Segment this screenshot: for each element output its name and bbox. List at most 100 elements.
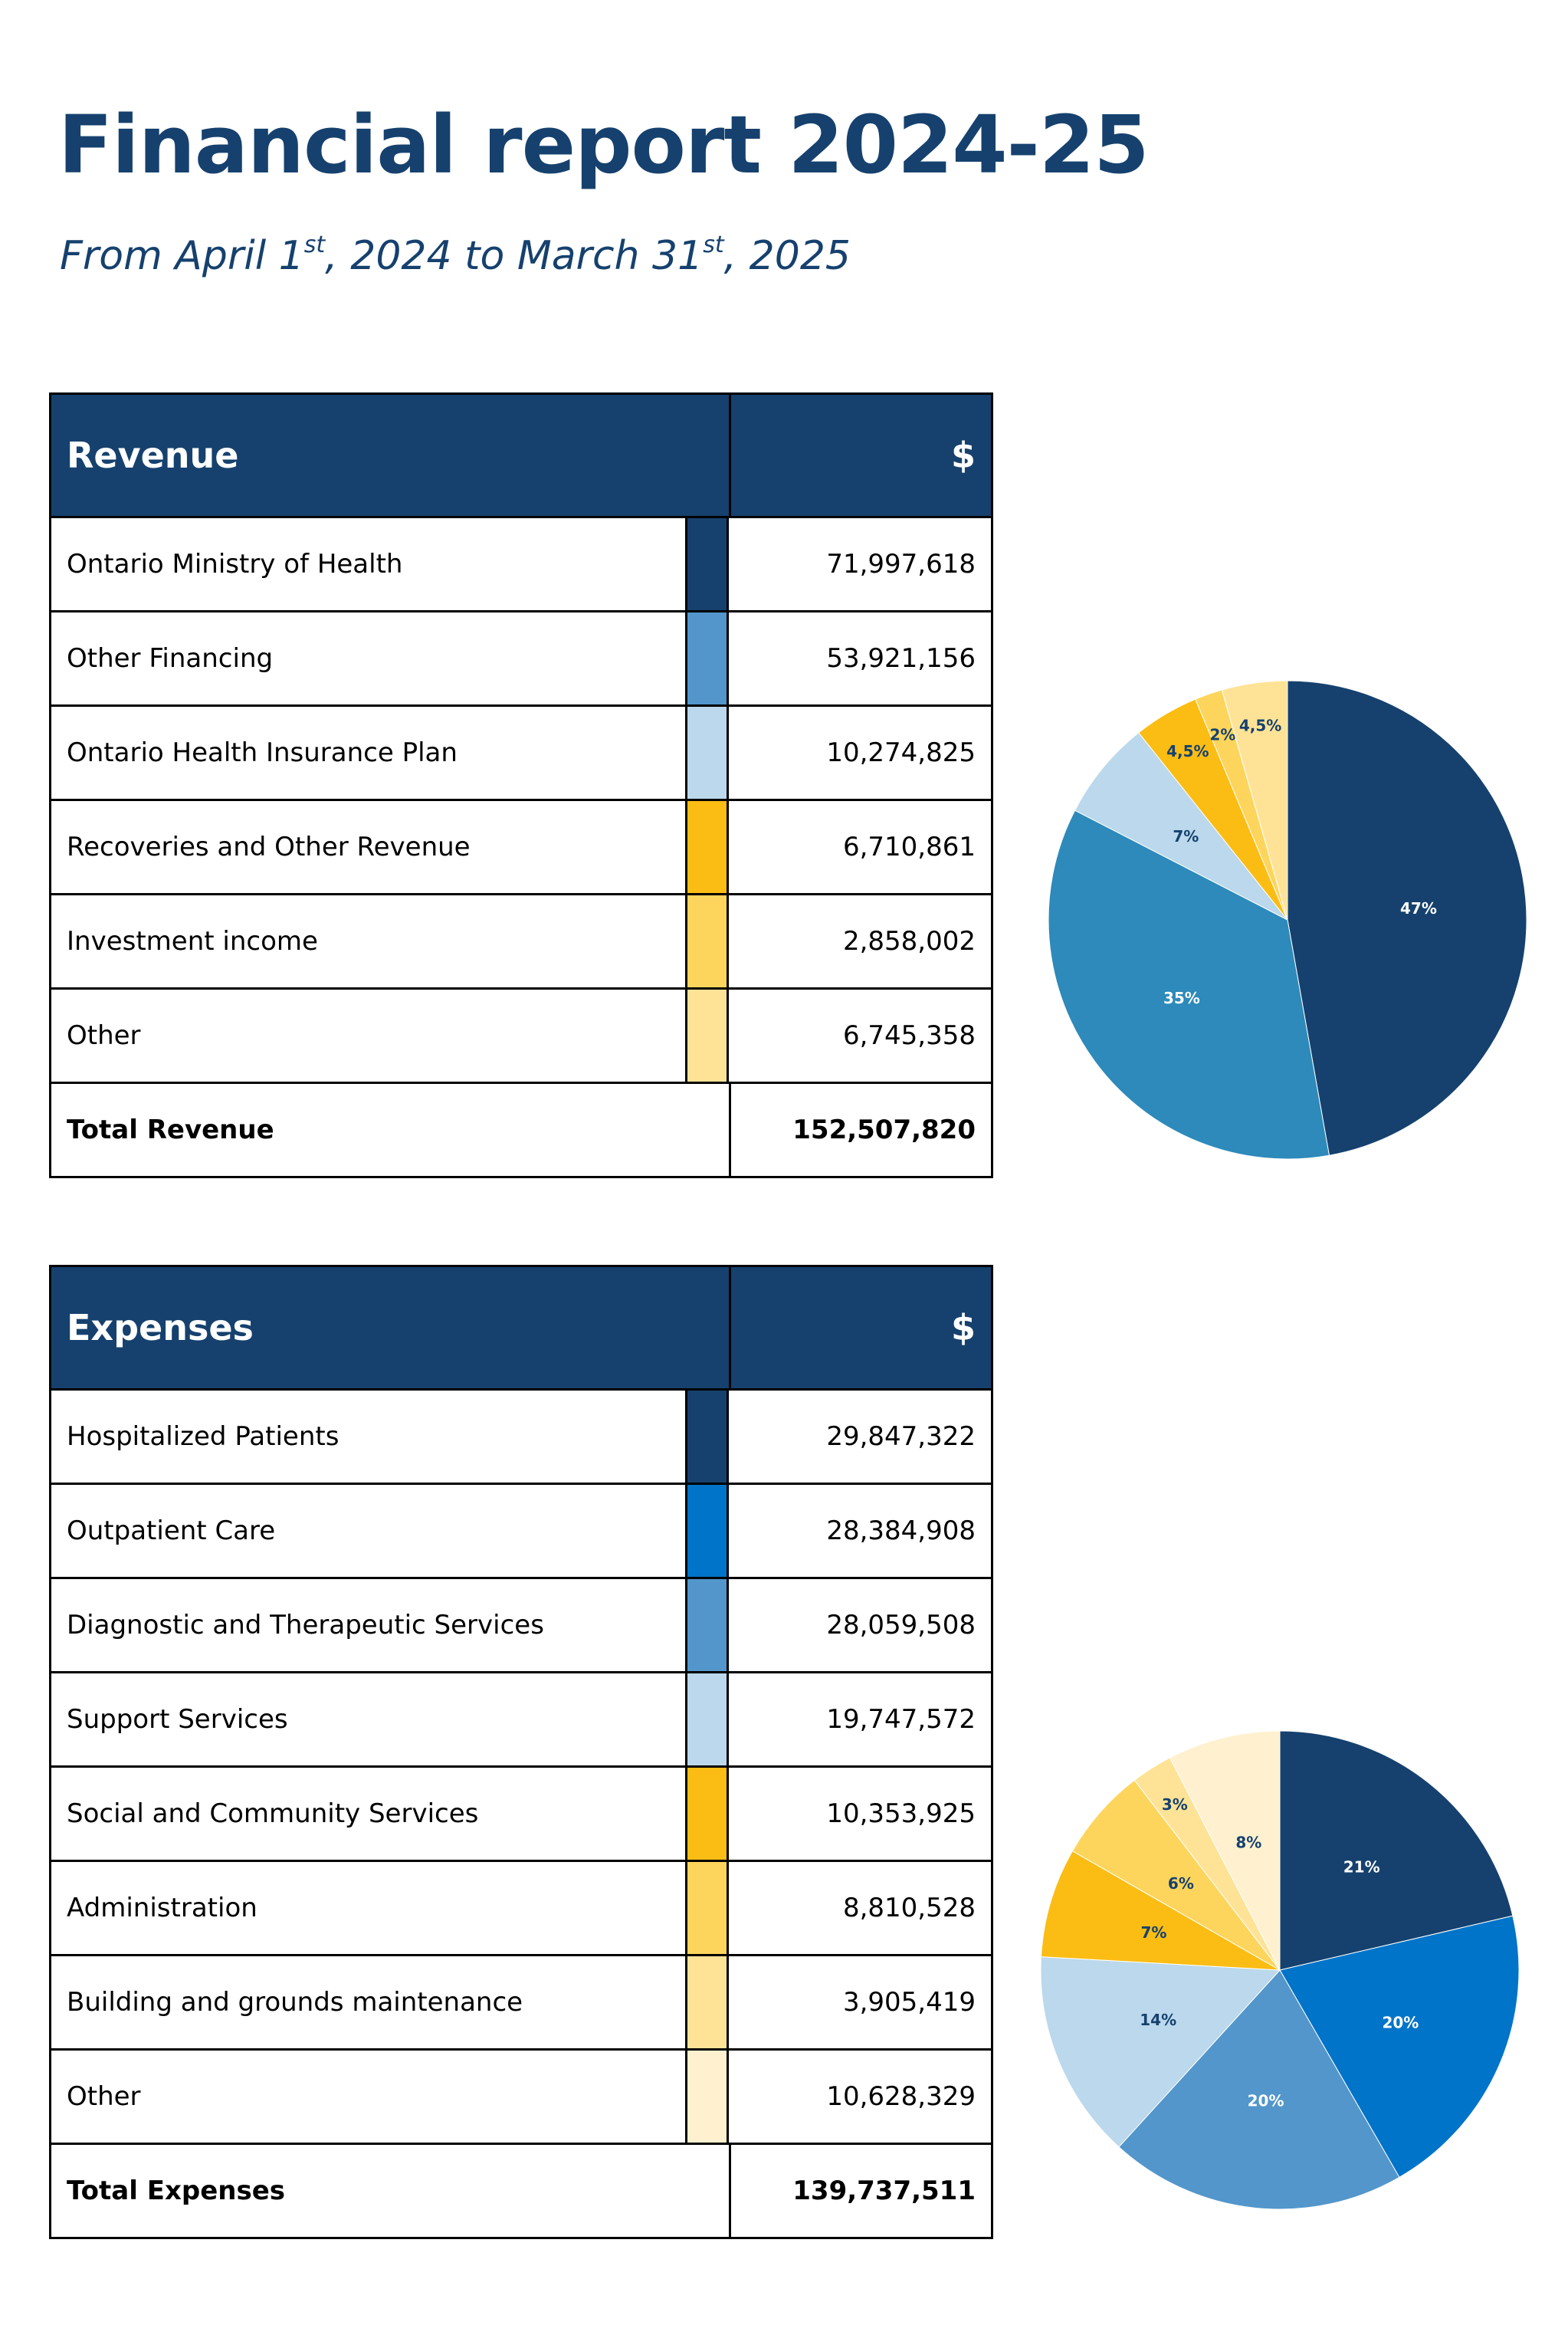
expenses-pie-slice-label-5: 6% [1168,1874,1194,1893]
expenses-pie-slice-label-0: 21% [1343,1858,1380,1877]
table-row: Ontario Health Insurance Plan 10,274,825 [51,704,991,799]
revenue-header-label: Revenue [51,395,731,516]
subtitle-middle: , 2024 to March 31 [325,233,704,279]
expenses-pie-slice-3 [1040,1956,1281,2148]
revenue-pie-slice-label-0: 47% [1400,899,1437,918]
row-amount: 10,628,329 [826,2081,976,2112]
revenue-pie-slice-label-2: 7% [1173,827,1199,846]
subtitle-prefix: From April 1 [60,233,304,279]
table-row: Outpatient Care 28,384,908 [51,1483,991,1577]
color-swatch [687,1673,729,1765]
color-swatch [687,1956,729,2048]
color-swatch [687,895,729,987]
row-amount: 71,997,618 [826,549,976,580]
row-amount: 53,921,156 [826,643,976,674]
row-amount: 29,847,322 [826,1421,976,1452]
revenue-table-header: Revenue $ [51,395,991,516]
expenses-pie-slice-label-6: 3% [1162,1795,1188,1814]
expenses-pie-slice-label-7: 8% [1235,1833,1261,1851]
total-amount: 152,507,820 [792,1115,976,1145]
revenue-pie-slice-0 [1287,680,1527,1156]
revenue-pie-slice-label-3: 4,5% [1166,742,1209,760]
table-row: Building and grounds maintenance 3,905,4… [51,1954,991,2048]
row-amount: 6,745,358 [842,1020,976,1051]
expenses-pie-slice-0 [1279,1730,1514,1971]
revenue-pie-slice-label-4: 2% [1209,726,1235,744]
revenue-pie-slice-2 [1074,732,1288,921]
expenses-header-currency: $ [950,1307,976,1348]
row-amount: 2,858,002 [842,926,976,957]
color-swatch [687,612,729,704]
table-row: Other Financing 53,921,156 [51,610,991,704]
expenses-header-label: Expenses [51,1267,731,1388]
row-label: Other Financing [51,612,687,704]
subtitle-ordinal-1: st [303,232,326,258]
total-label: Total Expenses [51,2145,731,2237]
page-subtitle: From April 1st, 2024 to March 31st, 2025 [60,233,851,279]
row-label: Administration [51,1862,687,1954]
table-row: Hospitalized Patients 29,847,322 [51,1388,991,1483]
subtitle-suffix: , 2025 [723,233,851,279]
row-amount: 10,353,925 [826,1798,976,1829]
color-swatch [687,518,729,610]
color-swatch [687,801,729,893]
revenue-pie-chart: 47% 35% 7% 4,5%2% 4,5% [1048,680,1527,1160]
color-swatch [687,1862,729,1954]
expenses-pie-slice-4 [1040,1850,1281,1971]
revenue-pie-slice-5 [1221,680,1288,921]
expenses-pie-chart: 21% 20% 20% 14% 7% 6% 3% 8% [1040,1730,1520,2210]
color-swatch [687,707,729,799]
row-amount: 6,710,861 [842,832,976,862]
row-amount: 8,810,528 [842,1893,976,1923]
revenue-pie-slice-1 [1048,809,1330,1160]
table-row: Other 6,745,358 [51,987,991,1082]
expenses-table: Expenses $ Hospitalized Patients 29,847,… [49,1265,993,2239]
table-row: Ontario Ministry of Health 71,997,618 [51,516,991,610]
color-swatch [687,1579,729,1671]
revenue-header-currency: $ [950,435,976,476]
row-label: Ontario Health Insurance Plan [51,707,687,799]
color-swatch [687,1768,729,1860]
table-row: Recoveries and Other Revenue 6,710,861 [51,799,991,893]
page-title: Financial report 2024-25 [58,98,1150,192]
color-swatch [687,2051,729,2143]
row-amount: 19,747,572 [826,1704,976,1735]
revenue-pie-slice-label-5: 4,5% [1239,717,1281,735]
row-amount: 28,384,908 [826,1516,976,1546]
row-label: Other [51,990,687,1082]
row-label: Ontario Ministry of Health [51,518,687,610]
row-label: Outpatient Care [51,1485,687,1577]
row-label: Investment income [51,895,687,987]
row-amount: 3,905,419 [842,1987,976,2018]
revenue-total-row: Total Revenue 152,507,820 [51,1082,991,1176]
expenses-pie-slice-5 [1071,1779,1281,1971]
row-amount: 10,274,825 [826,737,976,768]
expenses-table-header: Expenses $ [51,1267,991,1388]
expenses-pie-slice-2 [1118,1969,1400,2210]
color-swatch [687,990,729,1082]
table-row: Other 10,628,329 [51,2048,991,2143]
color-swatch [687,1485,729,1577]
row-label: Building and grounds maintenance [51,1956,687,2048]
expenses-total-row: Total Expenses 139,737,511 [51,2143,991,2237]
table-row: Administration 8,810,528 [51,1860,991,1954]
total-amount: 139,737,511 [792,2176,976,2206]
expenses-pie-slice-label-2: 20% [1248,2092,1284,2110]
row-label: Hospitalized Patients [51,1391,687,1483]
expenses-pie-slice-label-3: 14% [1140,2011,1176,2029]
row-label: Diagnostic and Therapeutic Services [51,1579,687,1671]
revenue-table: Revenue $ Ontario Ministry of Health 71,… [49,392,993,1178]
row-amount: 28,059,508 [826,1610,976,1640]
row-label: Recoveries and Other Revenue [51,801,687,893]
table-row: Social and Community Services 10,353,925 [51,1765,991,1860]
expenses-pie-slice-label-4: 7% [1141,1923,1167,1942]
row-label: Other [51,2051,687,2143]
table-row: Diagnostic and Therapeutic Services 28,0… [51,1577,991,1671]
subtitle-ordinal-2: st [703,232,724,258]
expenses-pie-slice-1 [1279,1915,1520,2178]
row-label: Support Services [51,1673,687,1765]
total-label: Total Revenue [51,1084,731,1176]
table-row: Investment income 2,858,002 [51,893,991,987]
revenue-pie-slice-label-1: 35% [1163,989,1200,1007]
color-swatch [687,1391,729,1483]
